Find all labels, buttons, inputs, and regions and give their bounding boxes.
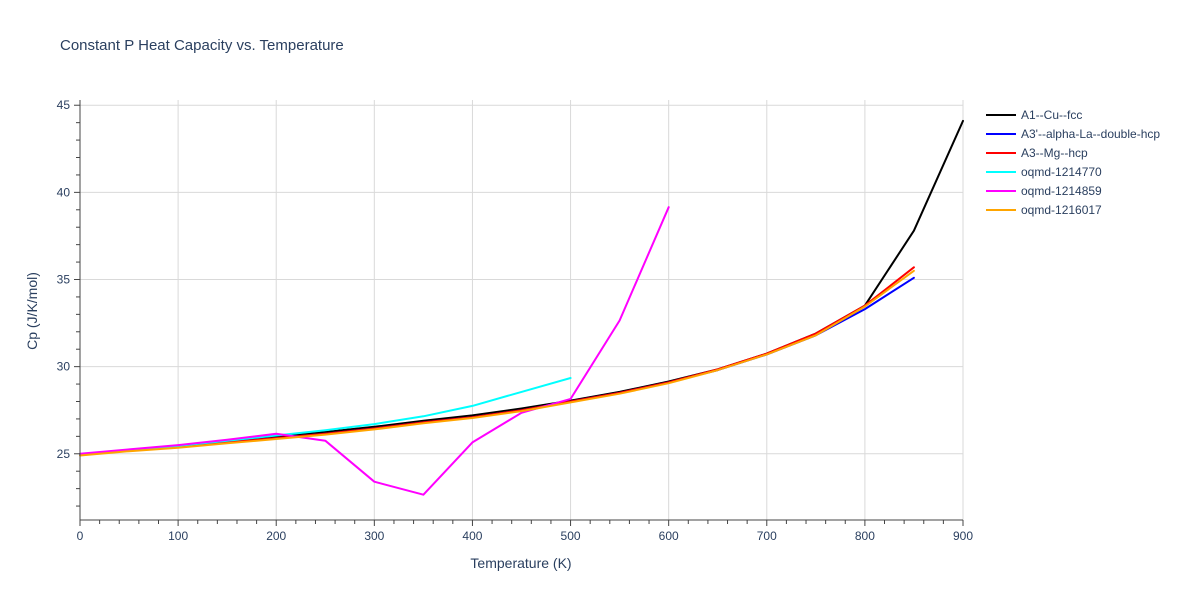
x-tick-label: 700 [757, 529, 777, 543]
x-tick-label: 900 [953, 529, 973, 543]
legend-label: oqmd-1216017 [1021, 203, 1102, 217]
y-tick-label: 45 [57, 98, 71, 112]
x-axis-title: Temperature (K) [470, 555, 571, 571]
legend-item[interactable]: A3--Mg--hcp [986, 146, 1088, 160]
x-tick-label: 800 [855, 529, 875, 543]
legend-label: A3--Mg--hcp [1021, 146, 1088, 160]
y-tick-label: 30 [57, 360, 71, 374]
x-tick-label: 0 [77, 529, 84, 543]
legend-item[interactable]: oqmd-1216017 [986, 203, 1102, 217]
legend-label: A3'--alpha-La--double-hcp [1021, 127, 1160, 141]
legend-label: oqmd-1214859 [1021, 184, 1102, 198]
series-line-oqmd-1216017 [79, 269, 915, 457]
x-tick-label: 400 [462, 529, 482, 543]
legend-label: A1--Cu--fcc [1021, 108, 1082, 122]
legend[interactable]: A1--Cu--fcc A3'--alpha-La--double-hcp A3--… [986, 108, 1160, 217]
x-tick-label: 500 [561, 529, 581, 543]
y-tick-label: 35 [57, 273, 71, 287]
x-tick-label: 300 [364, 529, 384, 543]
legend-item[interactable]: A3'--alpha-La--double-hcp [986, 127, 1160, 141]
legend-item[interactable]: oqmd-1214770 [986, 165, 1102, 179]
series-line-oqmd-1214859 [79, 206, 670, 496]
y-axis-title: Cp (J/K/mol) [24, 272, 40, 350]
legend-item[interactable]: oqmd-1214859 [986, 184, 1102, 198]
legend-label: oqmd-1214770 [1021, 165, 1102, 179]
series-line-oqmd-1214770 [79, 377, 572, 456]
grid [80, 100, 964, 520]
y-tick-label: 40 [57, 185, 71, 199]
series-line-a1-cu-fcc [79, 119, 964, 456]
x-tick-label: 100 [168, 529, 188, 543]
x-tick-label: 600 [659, 529, 679, 543]
chart-title: Constant P Heat Capacity vs. Temperature [60, 37, 344, 54]
x-tick-label: 200 [266, 529, 286, 543]
legend-item[interactable]: A1--Cu--fcc [986, 108, 1082, 122]
plot-area [79, 119, 964, 496]
y-tick-label: 25 [57, 447, 71, 461]
axes: 0 100 200 300 400 500 600 700 800 900 25 30 35 40 45 [57, 98, 974, 543]
